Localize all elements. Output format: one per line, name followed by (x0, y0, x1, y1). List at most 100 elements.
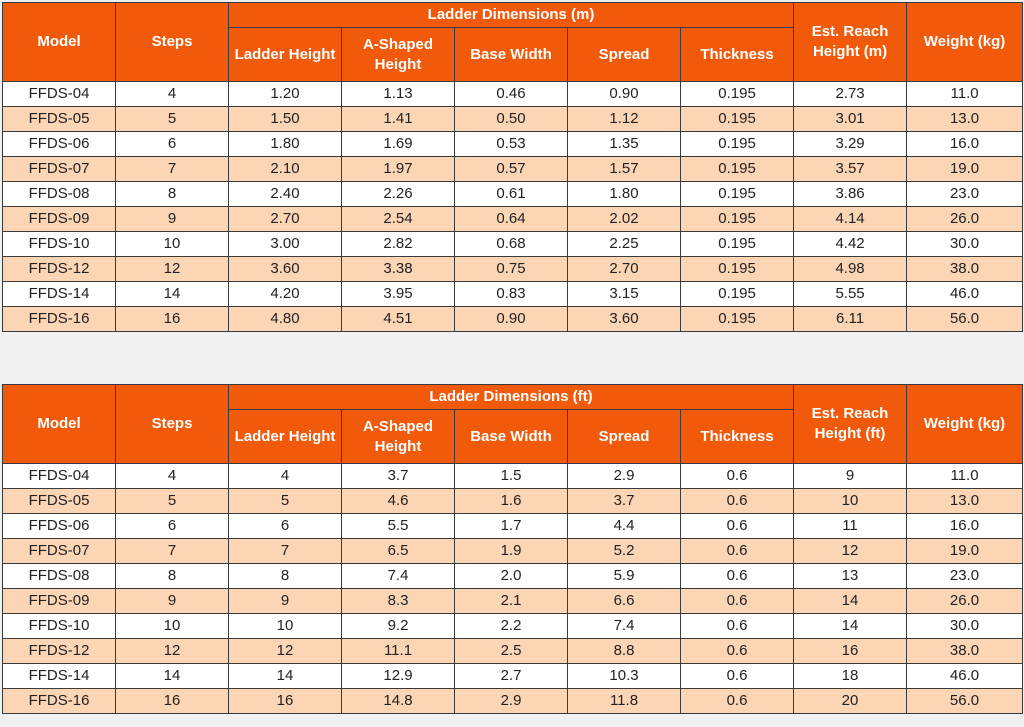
cell-spread: 1.12 (567, 106, 681, 132)
cell-thickness: 0.195 (679, 231, 795, 257)
cell-steps: 4 (115, 81, 229, 107)
cell-thickness: 0.6 (680, 688, 794, 714)
cell-weight: 11.0 (906, 463, 1023, 489)
cell-thickness: 0.6 (680, 588, 794, 614)
cell-thickness: 0.6 (680, 563, 794, 589)
cell-reach-height: 13 (793, 563, 907, 589)
cell-model: FFDS-07 (2, 538, 116, 564)
cell-a-shaped-height: 2.82 (341, 231, 455, 257)
cell-reach-height: 11 (793, 513, 907, 539)
cell-base-width: 1.9 (454, 538, 568, 564)
header-reach-height: Est. Reach Height (ft) (793, 384, 907, 464)
cell-steps: 4 (115, 463, 229, 489)
cell-thickness: 0.195 (679, 206, 795, 232)
cell-base-width: 1.7 (454, 513, 568, 539)
cell-ladder-height: 4.80 (228, 306, 342, 332)
cell-ladder-height: 8 (228, 563, 342, 589)
table-row: FFDS-08 8 2.40 2.26 0.61 1.80 0.195 3.86 23.0 (2, 181, 1024, 207)
cell-reach-height: 5.55 (793, 281, 908, 307)
cell-ladder-height: 4.20 (228, 281, 342, 307)
cell-ladder-height: 16 (228, 688, 342, 714)
cell-model: FFDS-08 (2, 563, 116, 589)
cell-steps: 12 (115, 638, 229, 664)
cell-spread: 2.70 (567, 256, 681, 282)
cell-model: FFDS-14 (2, 281, 116, 307)
table-row: FFDS-16 16 4.80 4.51 0.90 3.60 0.195 6.11 56.0 (2, 306, 1024, 332)
cell-base-width: 0.64 (454, 206, 568, 232)
header-a-shaped-height: A-Shaped Height (341, 409, 455, 464)
cell-thickness: 0.195 (679, 181, 795, 207)
cell-ladder-height: 3.60 (228, 256, 342, 282)
cell-weight: 38.0 (906, 638, 1023, 664)
cell-base-width: 0.50 (454, 106, 568, 132)
cell-steps: 7 (115, 156, 229, 182)
cell-model: FFDS-10 (2, 231, 116, 257)
cell-thickness: 0.6 (680, 463, 794, 489)
cell-a-shaped-height: 1.97 (341, 156, 455, 182)
cell-model: FFDS-04 (2, 81, 116, 107)
cell-reach-height: 18 (793, 663, 907, 689)
cell-model: FFDS-09 (2, 206, 116, 232)
cell-ladder-height: 2.70 (228, 206, 342, 232)
cell-base-width: 2.2 (454, 613, 568, 639)
cell-weight: 11.0 (906, 81, 1024, 107)
cell-base-width: 0.68 (454, 231, 568, 257)
cell-weight: 56.0 (906, 306, 1024, 332)
cell-model: FFDS-06 (2, 513, 116, 539)
cell-spread: 10.3 (567, 663, 681, 689)
header-base-width: Base Width (454, 27, 568, 82)
header-base-width: Base Width (454, 409, 568, 464)
header-model: Model (2, 2, 116, 82)
cell-a-shaped-height: 2.54 (341, 206, 455, 232)
cell-reach-height: 14 (793, 613, 907, 639)
table-row: FFDS-05 5 5 4.6 1.6 3.7 0.6 10 13.0 (2, 488, 1023, 514)
cell-a-shaped-height: 7.4 (341, 563, 455, 589)
cell-weight: 30.0 (906, 613, 1023, 639)
cell-a-shaped-height: 8.3 (341, 588, 455, 614)
cell-reach-height: 3.57 (793, 156, 908, 182)
cell-reach-height: 16 (793, 638, 907, 664)
cell-reach-height: 12 (793, 538, 907, 564)
cell-weight: 19.0 (906, 156, 1024, 182)
cell-thickness: 0.195 (679, 131, 795, 157)
cell-spread: 1.57 (567, 156, 681, 182)
header-a-shaped-height: A-Shaped Height (341, 27, 455, 82)
cell-steps: 12 (115, 256, 229, 282)
table-row: FFDS-07 7 7 6.5 1.9 5.2 0.6 12 19.0 (2, 538, 1023, 564)
table-row: FFDS-10 10 10 9.2 2.2 7.4 0.6 14 30.0 (2, 613, 1023, 639)
cell-weight: 46.0 (906, 663, 1023, 689)
cell-steps: 9 (115, 588, 229, 614)
cell-model: FFDS-14 (2, 663, 116, 689)
cell-spread: 2.9 (567, 463, 681, 489)
cell-weight: 19.0 (906, 538, 1023, 564)
cell-a-shaped-height: 6.5 (341, 538, 455, 564)
cell-weight: 13.0 (906, 488, 1023, 514)
cell-ladder-height: 1.50 (228, 106, 342, 132)
cell-steps: 5 (115, 106, 229, 132)
table-row: FFDS-14 14 14 12.9 2.7 10.3 0.6 18 46.0 (2, 663, 1023, 689)
cell-a-shaped-height: 3.7 (341, 463, 455, 489)
cell-reach-height: 4.98 (793, 256, 908, 282)
cell-reach-height: 20 (793, 688, 907, 714)
table-row: FFDS-12 12 3.60 3.38 0.75 2.70 0.195 4.98 38.0 (2, 256, 1024, 282)
table-row: FFDS-14 14 4.20 3.95 0.83 3.15 0.195 5.55 46.0 (2, 281, 1024, 307)
cell-spread: 1.35 (567, 131, 681, 157)
cell-ladder-height: 3.00 (228, 231, 342, 257)
cell-steps: 8 (115, 181, 229, 207)
cell-weight: 46.0 (906, 281, 1024, 307)
metric-spec-table: Model Steps Ladder Dimensions (m) Est. R… (2, 2, 1024, 332)
cell-base-width: 0.46 (454, 81, 568, 107)
cell-spread: 7.4 (567, 613, 681, 639)
cell-spread: 4.4 (567, 513, 681, 539)
cell-base-width: 2.0 (454, 563, 568, 589)
cell-thickness: 0.6 (680, 513, 794, 539)
cell-model: FFDS-07 (2, 156, 116, 182)
cell-reach-height: 10 (793, 488, 907, 514)
cell-base-width: 0.75 (454, 256, 568, 282)
cell-reach-height: 3.29 (793, 131, 908, 157)
cell-weight: 13.0 (906, 106, 1024, 132)
cell-spread: 6.6 (567, 588, 681, 614)
cell-spread: 11.8 (567, 688, 681, 714)
cell-spread: 5.9 (567, 563, 681, 589)
cell-weight: 38.0 (906, 256, 1024, 282)
